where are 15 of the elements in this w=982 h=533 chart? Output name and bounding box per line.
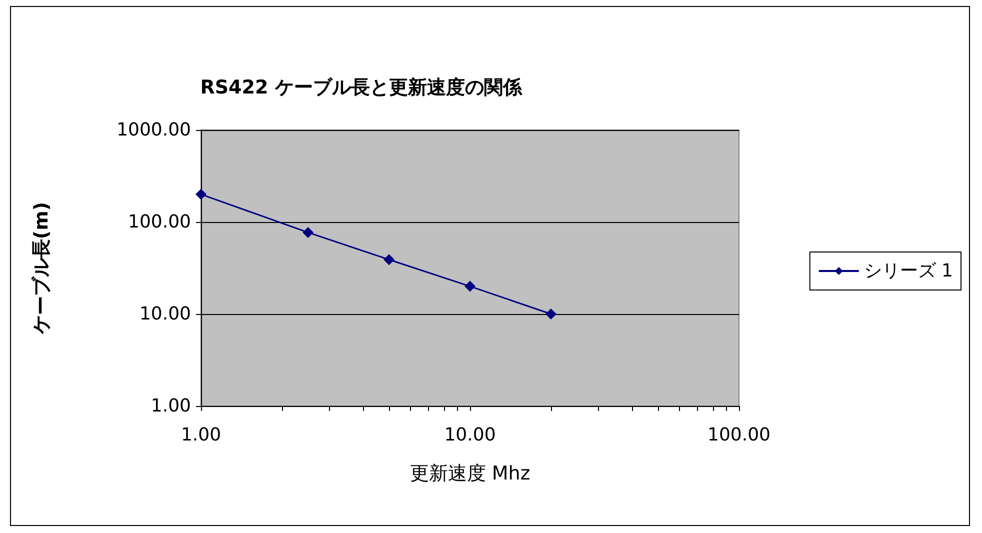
point <box>464 280 476 292</box>
y-tick-label: 10.00 <box>139 304 191 324</box>
y-tick-label: 100.00 <box>128 212 191 232</box>
x-tick-label: 10.00 <box>444 424 496 446</box>
legend-label: シリーズ 1 <box>864 260 954 282</box>
x-tick-label: 100.00 <box>708 424 770 446</box>
y-axis-title: ケーブル長(m) <box>30 202 52 336</box>
chart-title: RS422 ケーブル長と更新速度の関係 <box>200 76 523 98</box>
x-axis-title: 更新速度 Mhz <box>410 462 530 484</box>
x-tick-label: 1.00 <box>180 424 222 446</box>
y-tick-label: 1000.00 <box>116 120 191 140</box>
point <box>302 226 314 238</box>
point <box>545 308 556 320</box>
y-tick-label: 1.00 <box>150 396 191 416</box>
point <box>384 254 395 266</box>
